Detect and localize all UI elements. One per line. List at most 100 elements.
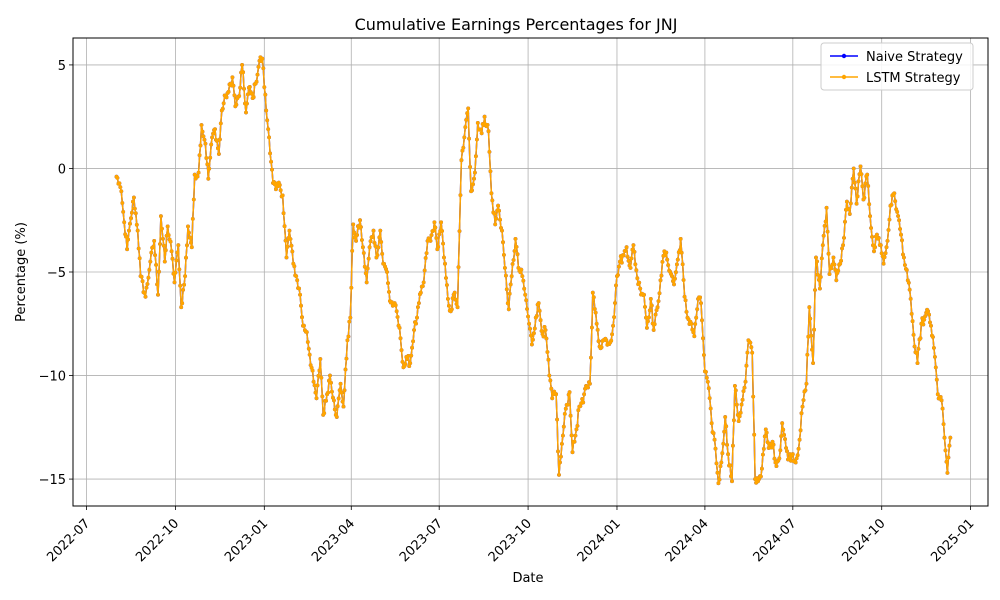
data-point xyxy=(330,389,334,394)
data-point xyxy=(723,415,728,419)
data-point xyxy=(705,379,710,384)
data-point xyxy=(619,260,624,265)
data-point xyxy=(348,315,353,320)
data-point xyxy=(398,336,403,341)
data-point xyxy=(718,464,723,469)
data-point xyxy=(715,470,720,475)
data-point xyxy=(550,396,555,401)
data-point xyxy=(947,443,952,448)
data-point xyxy=(249,91,254,96)
data-point xyxy=(467,136,471,141)
data-point xyxy=(575,424,580,428)
data-point xyxy=(184,255,188,260)
data-point xyxy=(549,386,554,391)
data-point xyxy=(263,92,268,97)
data-point xyxy=(317,368,322,373)
data-point xyxy=(206,176,211,181)
data-point xyxy=(361,251,366,255)
data-point xyxy=(651,328,656,332)
data-point xyxy=(133,211,138,216)
data-point xyxy=(490,198,495,203)
data-point xyxy=(832,262,837,267)
data-point xyxy=(420,284,425,288)
data-point xyxy=(489,191,494,196)
data-point xyxy=(862,195,867,200)
data-point xyxy=(794,456,799,461)
data-point xyxy=(140,279,145,284)
data-point xyxy=(616,273,620,277)
data-point xyxy=(115,176,120,180)
data-point xyxy=(504,287,509,292)
data-point xyxy=(378,228,383,233)
data-point xyxy=(848,201,853,206)
data-point xyxy=(159,214,163,219)
data-point xyxy=(422,268,427,273)
data-point xyxy=(332,407,337,412)
legend-box xyxy=(820,42,974,91)
data-point xyxy=(581,400,586,405)
data-point xyxy=(457,229,462,234)
data-point xyxy=(915,361,920,365)
data-point xyxy=(151,245,156,249)
data-point xyxy=(181,288,186,292)
data-point xyxy=(789,458,793,463)
data-point xyxy=(596,339,601,344)
data-point xyxy=(859,172,864,177)
data-point xyxy=(153,253,158,257)
data-point xyxy=(654,308,659,312)
data-point xyxy=(424,251,429,256)
data-point xyxy=(546,357,551,362)
data-point xyxy=(558,460,562,465)
data-point xyxy=(488,169,493,174)
data-point xyxy=(779,434,784,438)
data-point xyxy=(520,274,525,278)
data-point xyxy=(379,240,384,244)
data-point xyxy=(590,290,595,295)
data-point xyxy=(714,461,719,466)
data-point xyxy=(812,327,816,332)
data-point xyxy=(231,83,236,88)
data-point xyxy=(509,274,514,278)
data-point xyxy=(503,266,507,270)
data-point xyxy=(713,446,718,451)
data-point xyxy=(299,303,303,308)
data-point xyxy=(929,323,933,328)
data-point xyxy=(294,274,299,278)
data-point xyxy=(896,214,900,218)
data-point xyxy=(289,243,294,248)
data-point xyxy=(130,210,134,215)
data-point xyxy=(429,233,434,238)
data-point xyxy=(850,176,855,181)
data-point xyxy=(393,303,398,308)
data-point xyxy=(415,315,419,320)
data-point xyxy=(375,253,380,257)
data-point xyxy=(204,156,209,160)
data-point xyxy=(878,243,883,248)
data-point xyxy=(590,325,594,330)
data-point xyxy=(695,307,700,311)
data-point xyxy=(653,312,658,317)
data-point xyxy=(347,319,352,324)
data-point xyxy=(801,398,806,402)
data-point xyxy=(320,394,325,399)
data-point xyxy=(816,272,820,277)
data-point xyxy=(866,184,871,188)
data-point xyxy=(543,328,548,332)
data-point xyxy=(421,280,426,285)
data-point xyxy=(799,411,804,416)
data-point xyxy=(554,392,558,397)
data-point xyxy=(120,201,125,205)
data-point xyxy=(707,396,712,400)
data-point xyxy=(680,262,685,267)
data-point xyxy=(216,146,220,151)
data-point xyxy=(879,251,884,256)
y-tick-label: −15 xyxy=(39,473,66,488)
data-point xyxy=(909,312,914,316)
data-point xyxy=(666,263,671,267)
data-point xyxy=(336,396,341,401)
data-point xyxy=(902,255,906,260)
data-point xyxy=(612,315,616,319)
data-point xyxy=(387,290,391,294)
data-point xyxy=(887,217,892,222)
